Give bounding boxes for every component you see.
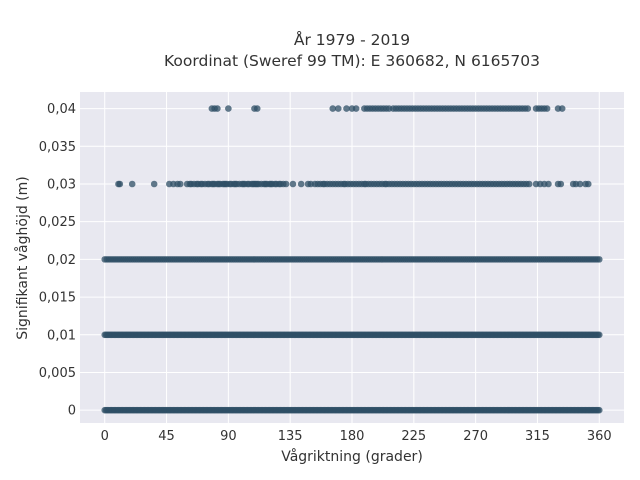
data-point <box>150 180 158 188</box>
x-tick-label: 225 <box>401 429 426 444</box>
y-tick-label: 0,02 <box>47 253 76 268</box>
data-point <box>595 256 603 263</box>
y-tick-label: 0,005 <box>39 366 76 381</box>
x-tick-label: 360 <box>587 429 612 444</box>
x-tick-label: 180 <box>340 429 365 444</box>
data-point <box>525 180 533 188</box>
x-tick-label: 315 <box>525 429 550 444</box>
data-point <box>524 105 532 112</box>
data-point <box>116 180 124 188</box>
data-point <box>545 180 552 188</box>
data-point <box>128 180 136 188</box>
data-point <box>225 105 232 112</box>
data-points <box>101 105 603 414</box>
y-axis-label: Signifikant våghöjd (m) <box>14 176 31 339</box>
y-tick-label: 0 <box>68 404 76 419</box>
chart-title-line-2: Koordinat (Sweref 99 TM): E 360682, N 61… <box>164 52 540 70</box>
data-point <box>343 105 350 112</box>
data-point <box>584 180 592 188</box>
data-point <box>352 105 360 112</box>
chart-title-line-1: År 1979 - 2019 <box>294 30 410 49</box>
x-tick-label: 0 <box>101 429 109 444</box>
x-tick-label: 90 <box>220 429 237 444</box>
data-point <box>176 180 184 188</box>
data-point <box>253 105 261 112</box>
y-tick-label: 0,04 <box>47 102 76 117</box>
data-point <box>558 105 566 112</box>
y-tick-label: 0,025 <box>39 215 76 230</box>
tick-labels: 0 45 90 135 180 225 270 315 360 0 0,005 0,01 0,015 0,… <box>39 102 612 444</box>
data-point <box>334 105 342 112</box>
y-tick-label: 0,035 <box>39 140 76 155</box>
data-point <box>543 105 551 112</box>
data-point <box>595 406 603 414</box>
x-tick-label: 135 <box>278 429 303 444</box>
data-point <box>329 105 337 112</box>
y-tick-label: 0,01 <box>47 328 76 343</box>
y-tick-label: 0,015 <box>39 291 76 306</box>
x-tick-label: 45 <box>158 429 175 444</box>
data-point <box>289 180 297 188</box>
y-tick-label: 0,03 <box>47 177 76 192</box>
data-point <box>557 180 565 188</box>
data-point <box>576 180 584 188</box>
data-point <box>214 105 221 112</box>
x-tick-label: 270 <box>463 429 488 444</box>
data-point <box>282 180 290 188</box>
data-point <box>595 331 603 339</box>
data-point <box>297 180 305 188</box>
x-axis-label: Vågriktning (grader) <box>281 448 423 465</box>
